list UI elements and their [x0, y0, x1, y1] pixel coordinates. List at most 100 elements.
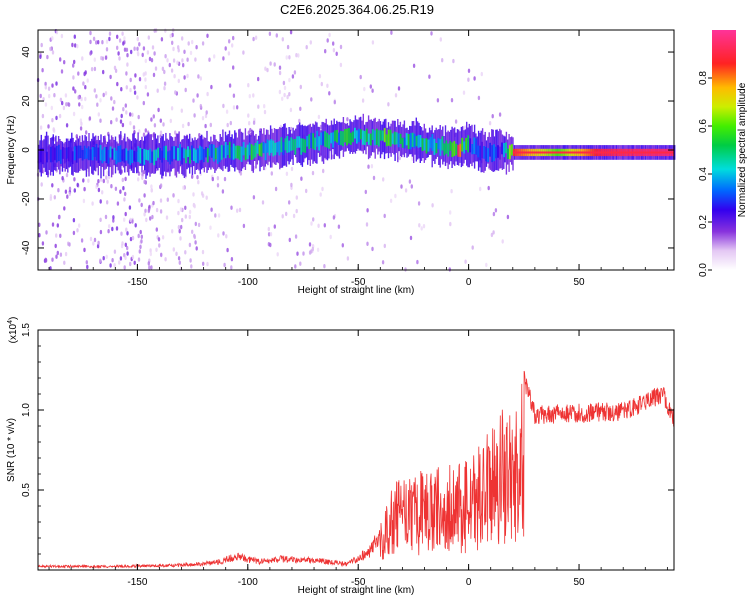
spectrogram-noise-speckle	[201, 41, 205, 46]
spectrogram-noise-speckle	[121, 241, 124, 246]
spectrogram-noise-speckle	[242, 50, 245, 55]
spectrogram-ridge-core	[373, 130, 376, 146]
spectrogram-noise-speckle	[498, 112, 502, 117]
spectrogram-noise-speckle	[155, 227, 158, 232]
spectrogram-noise-speckle	[189, 50, 193, 56]
spectrogram-noise-speckle	[101, 56, 105, 61]
spectrogram-noise-speckle	[410, 184, 413, 189]
spectrogram-x-tick-label: -50	[351, 277, 366, 288]
spectrogram-ridge-core	[125, 148, 128, 161]
spectrogram-noise-speckle	[404, 267, 407, 272]
spectrogram-ridge-core	[503, 143, 505, 158]
spectrogram-ridge-band	[257, 135, 260, 161]
spectrogram-y-ticks: -40 -20 0 20 40	[21, 46, 674, 255]
spectrogram-noise-speckle	[80, 238, 84, 243]
spectrogram-ridge-band	[504, 136, 506, 163]
spectrogram-noise-speckle	[394, 93, 398, 98]
spectrogram-noise-speckle	[450, 189, 453, 194]
spectrogram-noise-speckle	[184, 214, 187, 219]
spectrogram-ridge-core	[53, 147, 56, 161]
spectrogram-noise-speckle	[113, 263, 116, 268]
spectrogram-noise-speckle	[293, 70, 297, 75]
spectrogram-noise-speckle	[62, 60, 66, 65]
spectrogram-noise-speckle	[324, 49, 327, 54]
spectrogram-ridge-core	[379, 130, 382, 141]
spectrogram-noise-speckle	[109, 263, 112, 268]
spectrogram-noise-speckle	[224, 46, 227, 51]
spectrogram-ridge-core	[447, 143, 450, 157]
spectrogram-noise-speckle	[398, 155, 401, 161]
spectrogram-noise-speckle	[125, 227, 128, 232]
spectrogram-noise-speckle	[84, 96, 87, 102]
spectrogram-noise-speckle	[161, 66, 165, 72]
spectrogram-noise-speckle	[193, 234, 196, 240]
spectrogram-ridge-core	[254, 143, 257, 158]
spectrogram-panel: -150 -100 -50 0 50 -40 -20 0 20 40 Height of str…	[6, 28, 676, 296]
spectrogram-noise-speckle	[137, 233, 140, 239]
spectrogram-noise-speckle	[316, 247, 320, 252]
spectrogram-ridge-core	[201, 146, 203, 160]
spectrogram-noise-speckle	[137, 177, 140, 182]
spectrogram-noise-speckle	[308, 242, 312, 247]
spectrogram-ridge-band	[345, 123, 347, 152]
spectrogram-noise-speckle	[332, 215, 336, 220]
spectrogram-noise-speckle	[144, 58, 147, 64]
spectrogram-noise-speckle	[133, 90, 137, 95]
spectrogram-noise-speckle	[157, 107, 160, 113]
spectrogram-noise-speckle	[197, 74, 200, 79]
spectrogram-noise-speckle	[242, 223, 246, 229]
spectrogram-ridge-core	[222, 145, 225, 158]
snr-y-scale-factor: (x104)	[7, 317, 19, 344]
spectrogram-noise-speckle	[106, 179, 110, 184]
spectrogram-noise-speckle	[229, 120, 232, 126]
spectrogram-ridge-core	[328, 134, 330, 149]
spectrogram-ridge-core	[344, 129, 346, 143]
spectrogram-noise-speckle	[151, 214, 154, 220]
spectrogram-noise-speckle	[38, 233, 41, 238]
snr-x-axis-label: Height of straight line (km)	[298, 585, 415, 596]
spectrogram-noise-speckle	[310, 97, 313, 102]
snr-x-ticks: -150 -100 -50 0 50	[48, 330, 668, 588]
spectrogram-ridge-core	[352, 131, 354, 143]
spectrogram-noise-speckle	[389, 198, 393, 203]
spectrogram-noise-speckle	[236, 208, 239, 213]
spectrogram-noise-speckle	[81, 104, 84, 110]
spectrogram-noise-speckle	[132, 125, 136, 130]
spectrogram-noise-speckle	[97, 187, 101, 193]
spectrogram-ridge-core	[437, 138, 440, 150]
spectrogram-noise-speckle	[285, 171, 289, 176]
spectrogram-ridge-core	[266, 139, 269, 153]
spectrogram-noise-speckle	[155, 247, 158, 252]
spectrogram-noise-speckle	[102, 178, 106, 184]
spectrogram-noise-speckle	[64, 93, 68, 98]
spectrogram-noise-speckle	[111, 226, 114, 232]
spectrogram-noise-speckle	[47, 124, 50, 129]
spectrogram-ridge-core	[439, 139, 442, 156]
spectrogram-noise-speckle	[163, 69, 166, 75]
spectrogram-noise-speckle	[140, 234, 143, 239]
spectrogram-noise-speckle	[300, 176, 303, 181]
spectrogram-noise-speckle	[164, 257, 167, 262]
spectrogram-noise-speckle	[193, 113, 196, 118]
spectrogram-ridge-core	[214, 147, 217, 160]
spectrogram-noise-speckle	[248, 121, 251, 126]
colorbar: 0.0 0.2 0.4 0.6 0.8 Normalized spectral ampl…	[698, 30, 748, 277]
spectrogram-ridge-core	[40, 148, 42, 163]
spectrogram-noise-speckle	[305, 188, 308, 194]
spectrogram-noise-speckle	[264, 165, 267, 171]
spectrogram-noise-speckle	[150, 188, 153, 193]
spectrogram-noise-speckle	[139, 229, 142, 235]
spectrogram-noise-speckle	[107, 229, 110, 234]
spectrogram-noise-speckle	[462, 90, 466, 95]
spectrogram-noise-speckle	[58, 113, 62, 119]
spectrogram-noise-speckle	[184, 205, 187, 210]
spectrogram-noise-speckle	[116, 201, 120, 206]
spectrogram-noise-speckle	[477, 95, 481, 101]
spectrogram-ridge-core	[153, 150, 156, 166]
spectrogram-ridge-core	[73, 146, 76, 161]
spectrogram-noise-speckle	[359, 74, 362, 80]
spectrogram-noise-speckle	[83, 187, 86, 192]
spectrogram-ridge-core	[346, 128, 348, 146]
spectrogram-noise-speckle	[133, 260, 136, 265]
spectrogram-ridge-core	[228, 141, 231, 159]
